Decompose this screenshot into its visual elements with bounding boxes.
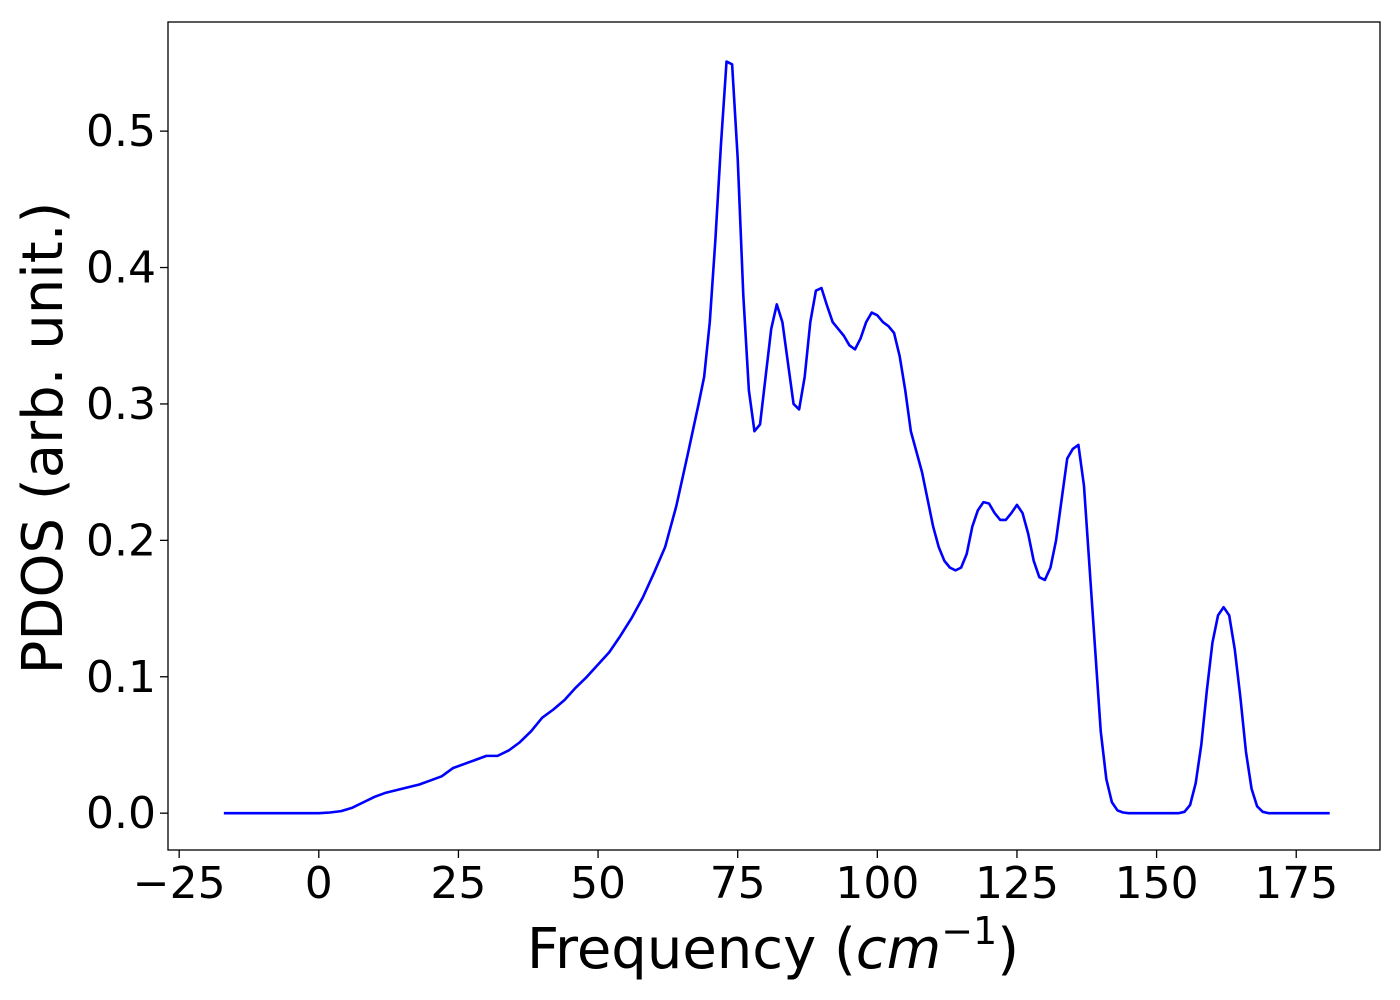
plot-frame [167, 21, 1381, 851]
series-line-0 [223, 60, 1330, 815]
y-tick-label: 0.2 [86, 515, 156, 566]
x-tick-label: 100 [835, 858, 919, 909]
x-tick-label: 0 [305, 858, 333, 909]
x-tick-label: 50 [570, 858, 626, 909]
plot-area [223, 60, 1330, 815]
y-tick-label: 0.0 [86, 788, 156, 839]
x-tick-label: 125 [975, 858, 1059, 909]
x-tick-label: 150 [1115, 858, 1199, 909]
x-axis-ticks: −25 0 25 50 75 100 125 150 175 [133, 850, 1338, 909]
y-axis-ticks: 0.0 0.1 0.2 0.3 0.4 0.5 [86, 106, 168, 839]
y-tick-label: 0.4 [86, 243, 156, 294]
x-tick-label: 25 [430, 858, 486, 909]
x-tick-label: 75 [710, 858, 766, 909]
y-tick-label: 0.1 [86, 652, 156, 703]
x-tick-label: −25 [133, 858, 226, 909]
y-tick-label: 0.3 [86, 379, 156, 430]
x-axis-label: Frequency (cm−1) [527, 909, 1019, 982]
x-tick-label: 175 [1254, 858, 1338, 909]
y-axis-label: PDOS (arb. unit.) [11, 202, 76, 675]
y-tick-label: 0.5 [86, 106, 156, 157]
